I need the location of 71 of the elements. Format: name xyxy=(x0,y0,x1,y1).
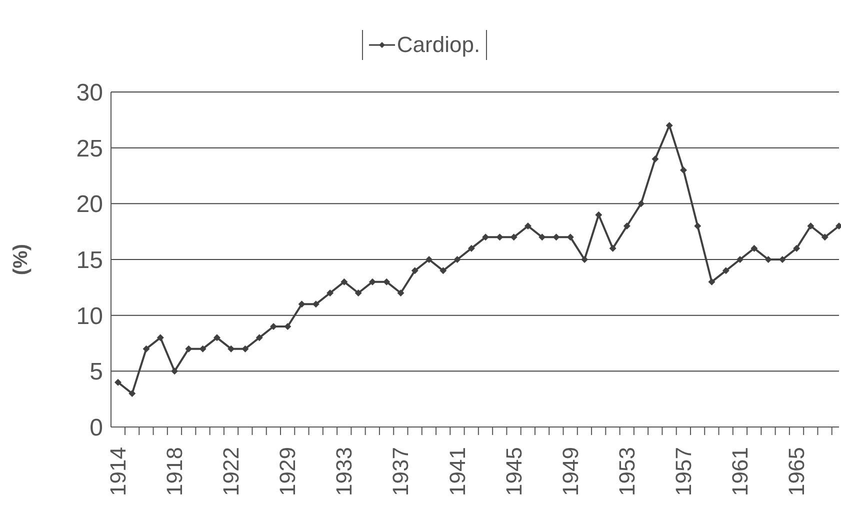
point xyxy=(284,323,292,330)
x-tick-label: 1937 xyxy=(388,447,414,496)
point xyxy=(595,211,602,218)
point xyxy=(185,345,192,352)
y-tick-label: 15 xyxy=(76,247,103,274)
x-tick-label: 1914 xyxy=(106,447,130,496)
point xyxy=(722,267,730,274)
point xyxy=(454,256,461,263)
point xyxy=(242,345,249,352)
x-tick-label: 1957 xyxy=(670,447,696,496)
point xyxy=(228,345,235,352)
point xyxy=(440,267,447,274)
point xyxy=(298,300,306,308)
x-tick-label: 1949 xyxy=(558,447,583,496)
point xyxy=(496,234,504,241)
point xyxy=(552,234,560,241)
x-tick-label: 1961 xyxy=(728,447,753,496)
point xyxy=(807,222,814,230)
point xyxy=(793,244,800,252)
legend-label: Cardiop. xyxy=(396,32,480,58)
point xyxy=(694,222,702,230)
point xyxy=(397,290,404,296)
point xyxy=(199,345,206,352)
x-tick-label: 1922 xyxy=(218,447,244,496)
point xyxy=(666,122,673,129)
point xyxy=(114,378,122,386)
point xyxy=(680,166,687,174)
y-tick-label: 0 xyxy=(90,414,103,442)
point xyxy=(764,256,772,263)
y-tick-label: 5 xyxy=(90,358,103,386)
point xyxy=(821,234,828,241)
point xyxy=(581,256,588,263)
point xyxy=(142,345,150,352)
point xyxy=(538,234,546,241)
x-tick-label: 1945 xyxy=(501,447,526,496)
point xyxy=(609,244,616,252)
x-tick-label: 1933 xyxy=(332,447,357,496)
x-tick-label: 1918 xyxy=(162,447,188,496)
point xyxy=(383,278,390,286)
point xyxy=(368,278,376,286)
x-tick-label: 1929 xyxy=(275,447,300,496)
point xyxy=(312,300,320,308)
y-tick-label: 10 xyxy=(76,302,103,330)
point xyxy=(340,278,348,286)
point xyxy=(736,256,744,263)
point xyxy=(411,267,418,274)
point xyxy=(524,222,532,230)
point xyxy=(156,334,164,342)
x-tick-label: 1953 xyxy=(614,447,640,496)
point xyxy=(638,200,645,208)
point xyxy=(566,234,574,241)
x-tick-label: 1941 xyxy=(444,447,470,496)
x-tick-label: 1965 xyxy=(784,447,810,496)
point xyxy=(750,244,758,252)
point xyxy=(426,256,433,263)
y-tick-label: 20 xyxy=(76,191,103,218)
point xyxy=(171,368,178,375)
point xyxy=(326,290,334,296)
point xyxy=(652,156,659,162)
y-tick-label: 30 xyxy=(76,80,103,107)
y-tick-label: 25 xyxy=(76,135,103,162)
point xyxy=(256,334,263,342)
y-axis-title: (%) xyxy=(10,244,32,276)
point xyxy=(708,278,716,286)
point xyxy=(468,244,475,252)
point xyxy=(623,222,630,230)
point xyxy=(482,234,490,241)
point xyxy=(510,234,518,241)
point xyxy=(128,390,136,397)
point xyxy=(354,290,362,296)
point xyxy=(213,334,220,342)
